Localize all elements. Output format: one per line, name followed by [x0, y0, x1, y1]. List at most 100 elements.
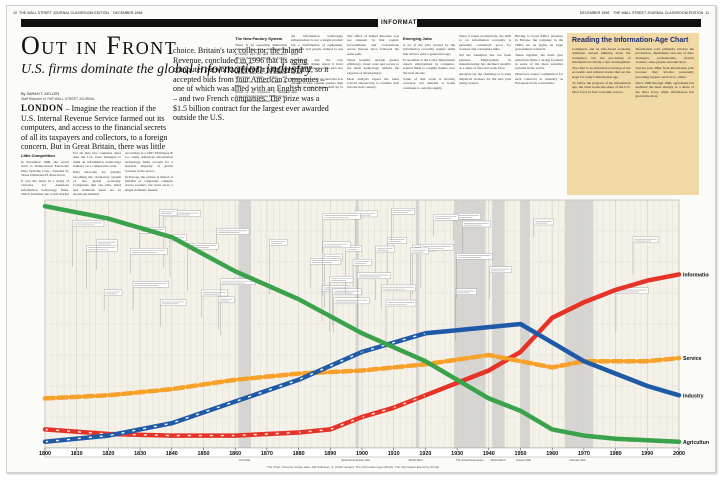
series-point	[487, 369, 490, 372]
column-paragraph: In December 1996, the award went to Dall…	[21, 159, 69, 178]
event-label: Civil War	[239, 458, 250, 462]
x-tick-label: 1810	[71, 451, 83, 457]
chart-credit: The Chart: Sources: Grotto data: Jeff Co…	[267, 465, 440, 469]
lead-text: – Imagine the reaction if the U.S. Inter…	[21, 104, 168, 152]
x-tick-label: 1830	[134, 451, 146, 457]
series-point	[551, 366, 554, 369]
annotation-box	[160, 299, 187, 306]
series-label: Service	[683, 356, 702, 362]
annotation-box	[533, 218, 554, 226]
series-point	[297, 298, 300, 301]
series-point	[614, 289, 617, 291]
series-point	[519, 323, 522, 325]
headline: Out in Front	[21, 31, 178, 60]
series-point	[456, 329, 458, 332]
annotation-box	[86, 244, 118, 252]
lead-paragraph: LONDON – Imagine the reaction if the U.S…	[21, 103, 171, 152]
series-point	[107, 394, 110, 397]
column-paragraph: Much of the expertise to design those ne…	[235, 89, 287, 103]
annotation-box	[352, 259, 372, 266]
x-tick-label: 1980	[610, 451, 622, 457]
annotation-box	[420, 243, 454, 251]
series-point	[297, 378, 300, 381]
column-paragraph: Analysts say the challenge is to train d…	[459, 72, 511, 86]
series-point	[519, 351, 522, 353]
series-point	[551, 428, 554, 431]
series-point	[424, 360, 427, 363]
running-head-left: 10 THE WALL STREET JOURNAL CLASSROOM EDI…	[13, 11, 143, 15]
series-point	[361, 351, 363, 353]
series-point	[44, 397, 46, 400]
annotation-box	[386, 237, 407, 244]
series-point	[678, 273, 680, 276]
series-point	[297, 372, 300, 375]
lead-continued: But in Great Britain, there was little	[50, 142, 166, 152]
annotation-box	[130, 248, 168, 255]
series-point	[170, 422, 173, 425]
x-tick-label: 2000	[673, 451, 685, 457]
column-paragraph: Technology and the way management thinks…	[291, 57, 343, 75]
series-point	[614, 437, 617, 440]
event-label: World War I	[409, 458, 424, 462]
lead-dropcap: LONDON	[21, 103, 64, 113]
x-tick-label: 1970	[578, 451, 590, 457]
series-point	[614, 372, 617, 375]
column-paragraph: A lot of the jobs created by the informa…	[403, 42, 455, 56]
series-point	[487, 397, 490, 400]
event-label: Spanish-American War	[341, 458, 370, 462]
column-paragraph: For all that, few countries other than t…	[73, 151, 121, 169]
article-column: For all that, few countries other than t…	[73, 151, 121, 195]
byline: By SARAH T. KELLER	[21, 92, 60, 96]
series-point	[297, 431, 300, 434]
article-column: An information technology infrastructure…	[291, 34, 343, 194]
chart-svg: Information Service Industry Agriculture 180…	[39, 199, 709, 462]
annotation-box	[201, 289, 228, 297]
series-point	[646, 279, 649, 282]
series-point	[170, 388, 173, 390]
series-point	[551, 316, 554, 319]
series-label: Industry	[683, 393, 704, 399]
series-point	[678, 394, 680, 397]
deck: U.S. firms dominate the global informati…	[21, 62, 312, 77]
column-paragraph: Since it raises productivity, the shift …	[459, 34, 511, 52]
series-point	[646, 385, 649, 387]
event-label: Korean War	[516, 458, 531, 462]
annotation-box	[216, 228, 250, 235]
annotation-box	[375, 245, 395, 253]
annotation-box	[322, 212, 361, 220]
column-paragraph: These benefits include greater efficienc…	[347, 57, 399, 75]
series-point	[107, 434, 110, 437]
series-point	[234, 270, 237, 273]
series-point	[44, 428, 46, 431]
series-point	[107, 217, 110, 220]
lead-paragraph-continued: choice. Britain's tax collector, the Inl…	[173, 46, 329, 123]
series-point	[519, 409, 522, 412]
article-column: According to a 1997 McKinsey & Co. study…	[125, 151, 173, 195]
annotation-box	[455, 288, 477, 295]
column-paragraph: Data networks are quickly becoming the c…	[73, 170, 121, 195]
annotation-box	[332, 288, 362, 296]
event-label: The Great Depression	[456, 458, 484, 462]
article-column: Emerging Jobs A lot of the jobs created b…	[403, 34, 455, 194]
column-paragraph: It was the latest in a string of victori…	[21, 179, 69, 195]
series-point	[361, 416, 363, 418]
series-point	[646, 439, 649, 442]
sidebar-paragraph: Service jobs differ from information job…	[635, 66, 695, 79]
series-label: Agriculture	[683, 440, 709, 446]
column-paragraph: Britain, for one, has decided that it is…	[291, 76, 343, 94]
series-point	[392, 406, 395, 409]
information-age-chart: Information Service Industry Agriculture 180…	[15, 196, 709, 466]
column-paragraph: In Europe, the picture is mixed. A handf…	[125, 174, 173, 192]
annotation-box	[310, 258, 342, 265]
series-point	[234, 400, 237, 403]
column-paragraph: Japan's makers of hardware are formidabl…	[125, 194, 173, 195]
article-column: Having to boost EDS's presence in Europe…	[515, 34, 563, 194]
x-tick-label: 1820	[102, 451, 114, 457]
sidebar-paragraph: Computers and an info-based economy domi…	[572, 47, 631, 64]
sidebar-paragraph: To follow the progress of the informatio…	[572, 81, 631, 94]
column-paragraph: An information technology infrastructure…	[291, 34, 343, 56]
annotation-box	[159, 209, 178, 216]
column-paragraph: Having to boost EDS's presence in Europe…	[515, 34, 563, 52]
sidebar-box: Reading the Information-Age Chart Comput…	[567, 33, 699, 195]
annotation-box	[433, 214, 459, 221]
